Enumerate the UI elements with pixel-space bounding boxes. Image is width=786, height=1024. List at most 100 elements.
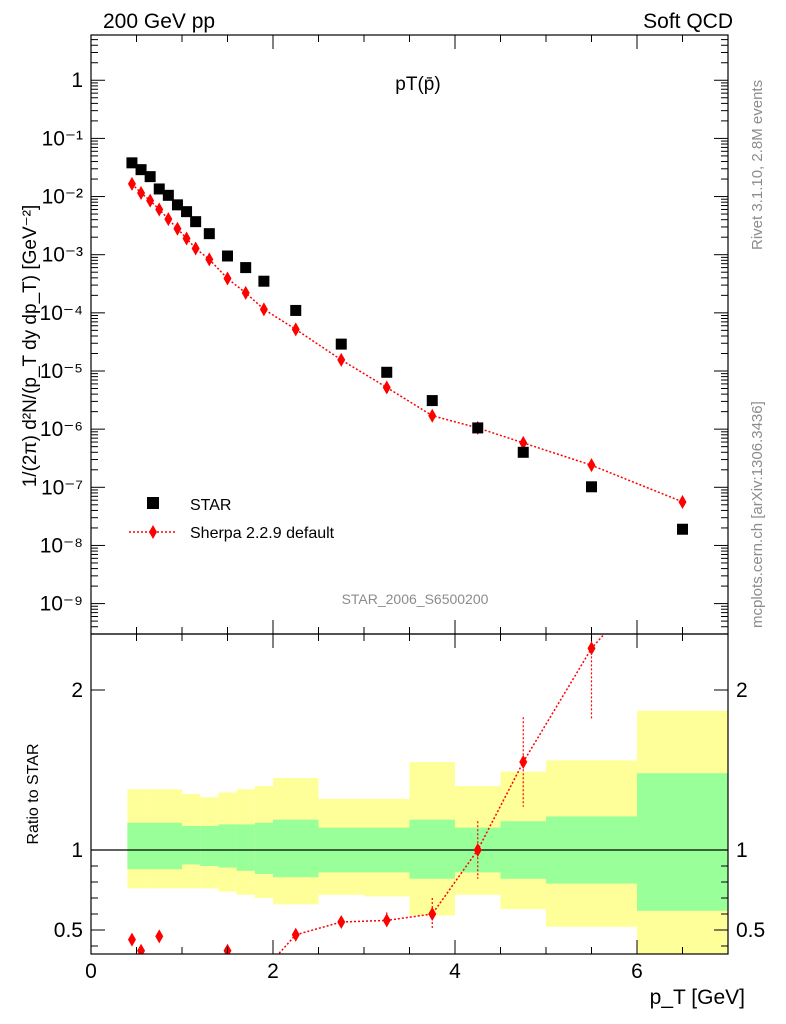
star-point: [203, 228, 215, 240]
sherpa-point: [127, 176, 136, 191]
mcplots-label: mcplots.cern.ch [arXiv:1306.3436]: [749, 401, 766, 628]
main-plot-layer: [126, 157, 688, 535]
band-inner: [273, 819, 319, 878]
main-frame: [90, 34, 729, 635]
y-tick-label: 10⁻⁹: [40, 593, 83, 616]
band-inner: [127, 822, 146, 870]
y-tick-label: 10⁻¹: [42, 127, 83, 150]
ratio-sherpa-point: [473, 843, 482, 857]
star-point: [381, 366, 393, 378]
sherpa-point: [155, 202, 164, 217]
ratio-sherpa-point: [291, 927, 300, 942]
main-y-axis-label: 1/(2π) d²N/(p_T dy dp_T) [GeV⁻²]: [20, 205, 41, 488]
sherpa-line: [131, 183, 683, 503]
legend-star-marker: [147, 497, 159, 509]
sherpa-point: [291, 322, 300, 337]
x-tick-label: 2: [267, 960, 279, 983]
star-point: [677, 523, 688, 535]
main-axes: 1 10⁻¹ 10⁻² 10⁻³ 10⁻⁴ 10⁻⁵ 10⁻⁶ 10⁻⁷ 10⁻⁸ 10⁻⁹: [40, 34, 729, 635]
ratio-axes: 0.5 0.5 1 1 2 2 0 2 4 6: [54, 634, 765, 983]
sherpa-point: [259, 302, 268, 317]
sherpa-point: [519, 435, 528, 450]
ratio-sherpa-point: [155, 929, 164, 944]
ratio-y-tick-label: 2: [71, 679, 83, 702]
star-point: [153, 183, 165, 195]
x-tick-label: 6: [631, 960, 643, 983]
ratio-sherpa-line: [277, 934, 297, 954]
x-tick-label: 4: [449, 960, 461, 983]
y-tick-label: 10⁻⁶: [40, 418, 83, 441]
sherpa-point: [678, 494, 687, 509]
sherpa-point: [428, 408, 437, 423]
band-inner: [254, 822, 273, 874]
legend: STAR Sherpa 2.2.9 default: [129, 497, 335, 542]
ratio-sherpa-line: [295, 634, 606, 936]
sherpa-point: [146, 193, 155, 208]
ratio-y-tick-label: 2: [736, 679, 748, 702]
star-point: [144, 171, 156, 183]
x-axis-label: p_T [GeV]: [650, 986, 745, 1009]
ratio-sherpa-point: [382, 913, 391, 928]
y-tick-label: 10⁻⁴: [40, 302, 83, 325]
main-title: pT(p̄): [395, 74, 440, 95]
band-inner: [200, 826, 219, 866]
ratio-sherpa-point: [337, 915, 346, 929]
band-inner: [236, 824, 255, 871]
sherpa-point: [191, 241, 200, 256]
star-point: [126, 157, 138, 169]
y-tick-label: 10⁻³: [42, 244, 83, 267]
watermark-label: STAR_2006_S6500200: [342, 591, 489, 607]
ratio-plot-layer: [91, 634, 728, 954]
band-inner: [145, 822, 182, 870]
sherpa-point: [241, 285, 250, 300]
sherpa-point: [173, 221, 182, 236]
main-panel: 1 10⁻¹ 10⁻² 10⁻³ 10⁻⁴ 10⁻⁵ 10⁻⁶ 10⁻⁷ 10⁻⁸ 10⁻⁹ pT…: [20, 34, 729, 635]
ratio-panel: 0.5 0.5 1 1 2 2 0 2 4 6 Ratio to STAR p_T [GeV]: [25, 633, 765, 1009]
ratio-y-tick-label: 1: [71, 839, 83, 862]
sherpa-point: [223, 271, 232, 286]
y-tick-label: 10⁻⁷: [41, 476, 83, 499]
band-inner: [182, 826, 201, 865]
legend-star-label: STAR: [190, 497, 231, 514]
ratio-y-tick-label: 0.5: [54, 919, 83, 942]
x-tick-label: 0: [85, 960, 97, 983]
legend-sherpa-marker: [149, 525, 157, 539]
ratio-sherpa-point: [137, 943, 146, 954]
y-tick-label: 10⁻⁸: [40, 534, 83, 557]
band-inner: [637, 773, 728, 911]
star-point: [258, 275, 270, 287]
ratio-sherpa-point: [428, 907, 437, 921]
ratio-sherpa-point: [519, 755, 528, 769]
star-point: [426, 395, 438, 407]
rivet-version-label: Rivet 3.1.10, 2.8M events: [749, 80, 766, 250]
star-point: [240, 262, 252, 274]
sherpa-point: [137, 186, 146, 201]
star-point: [181, 206, 193, 218]
ratio-sherpa-point: [127, 932, 136, 947]
sherpa-point: [164, 212, 173, 227]
star-point: [335, 338, 347, 350]
y-tick-label: 10⁻²: [42, 186, 83, 209]
star-point: [517, 446, 529, 458]
star-point: [586, 481, 597, 493]
sherpa-point: [382, 380, 391, 395]
header-left: 200 GeV pp: [103, 10, 215, 33]
ratio-y-tick-label: 1: [736, 839, 748, 862]
band-inner: [218, 824, 237, 868]
sherpa-point: [337, 352, 346, 367]
star-point: [171, 199, 183, 211]
star-point: [222, 250, 233, 262]
band-inner: [409, 819, 455, 879]
star-point: [290, 304, 302, 316]
sherpa-point: [205, 252, 214, 267]
star-point: [472, 422, 484, 434]
ratio-sherpa-point: [587, 641, 596, 656]
y-tick-label: 10⁻⁵: [40, 360, 83, 383]
ratio-y-axis-label: Ratio to STAR: [25, 743, 42, 844]
legend-sherpa-label: Sherpa 2.2.9 default: [190, 525, 335, 542]
star-point: [190, 216, 202, 228]
star-point: [135, 164, 147, 176]
star-point: [162, 189, 174, 201]
ratio-y-tick-label: 0.5: [736, 919, 765, 942]
